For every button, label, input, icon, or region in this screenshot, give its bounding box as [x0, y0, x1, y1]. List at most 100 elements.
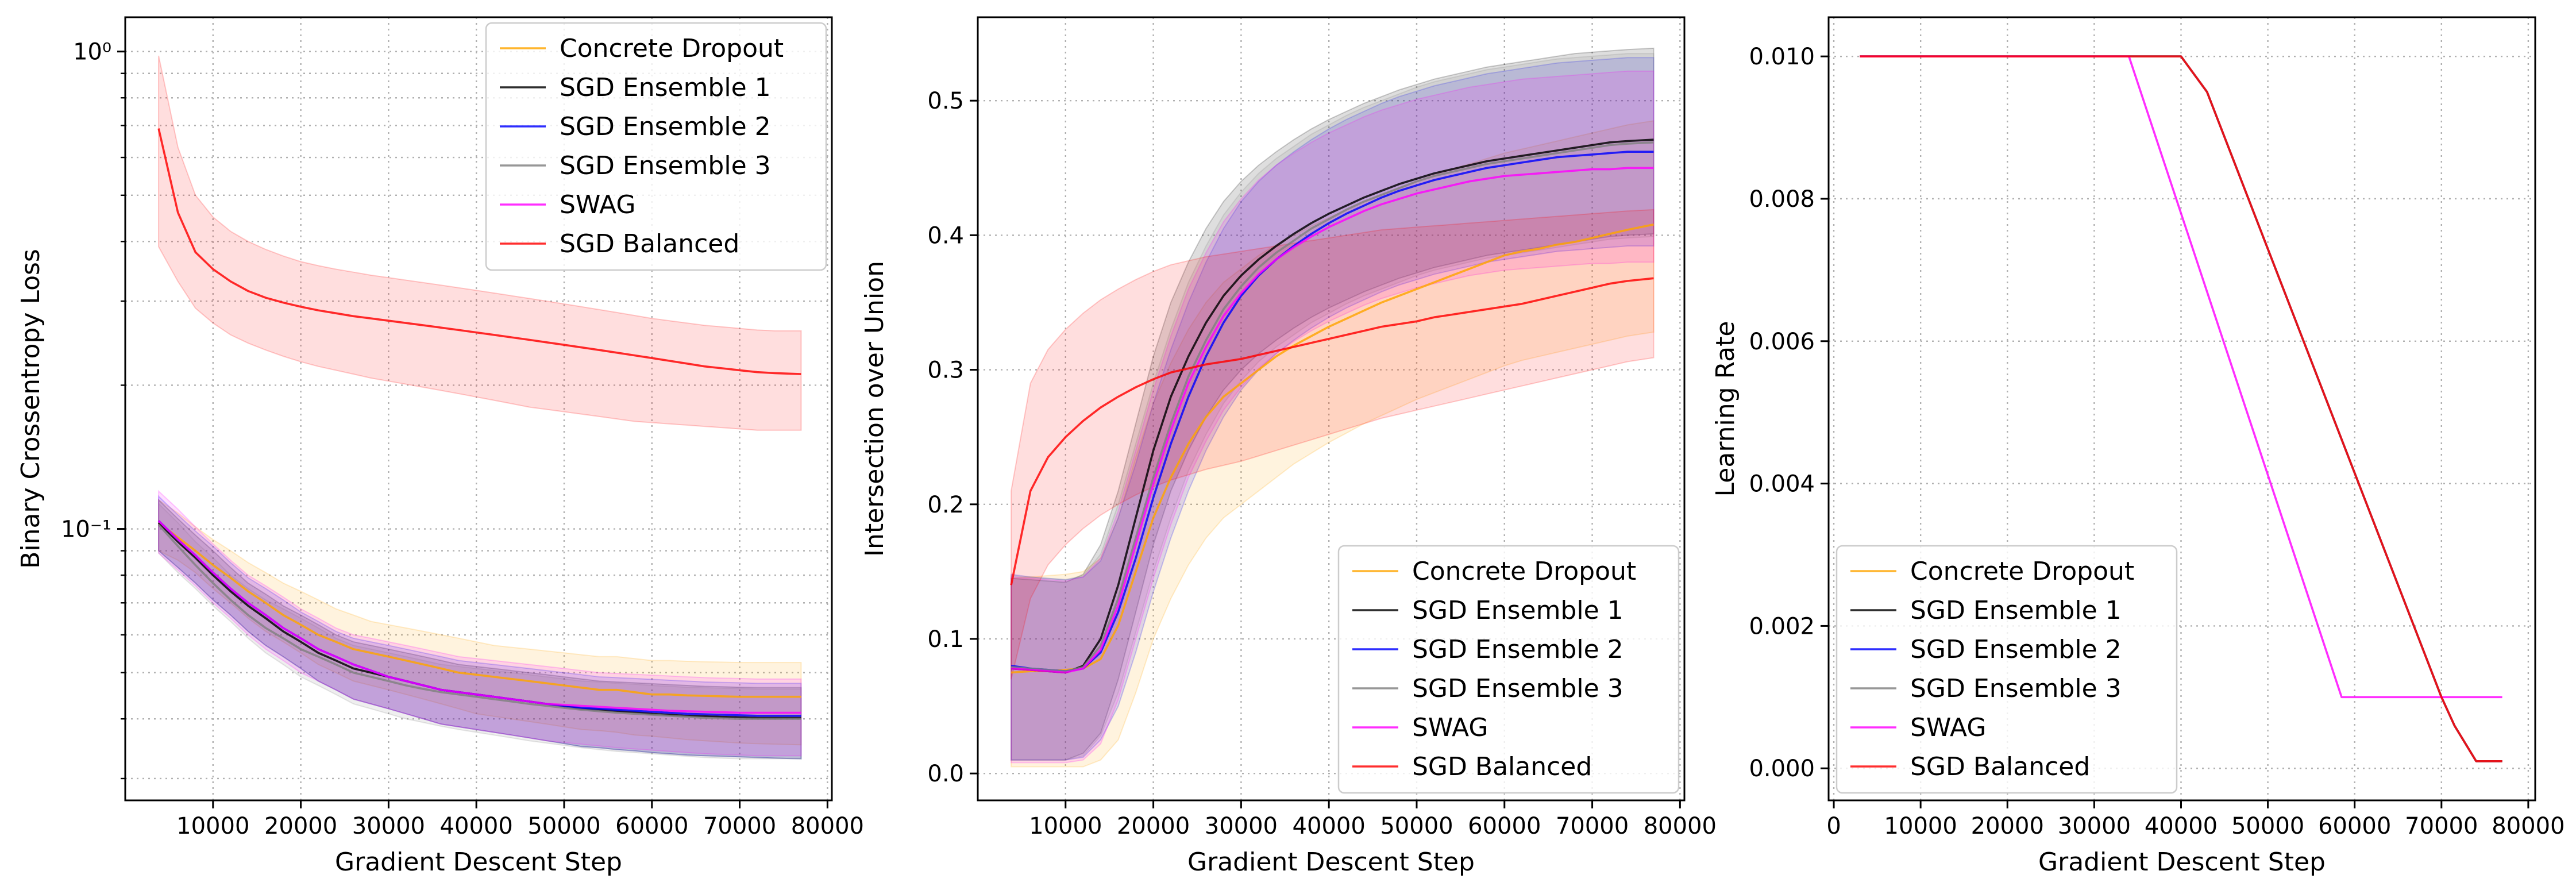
learning-rate-chart-panel: 0 10000 20000 30000 40000 50000 60000 70000 8000…	[1711, 16, 2565, 877]
band-swag	[1011, 70, 1655, 764]
y-tick-label: 0.5	[927, 88, 964, 114]
legend-label-sgd-ensemble-2: SGD Ensemble 2	[1910, 635, 2122, 664]
x-tick-label: 60000	[2318, 813, 2391, 839]
x-tick-label: 50000	[2231, 813, 2304, 839]
axes-frame	[977, 16, 1686, 802]
axes-frame	[1827, 16, 2536, 802]
legend-label-sgd-balanced: SGD Balanced	[1910, 752, 2090, 781]
x-tick-label: 40000	[2145, 813, 2218, 839]
series-line-swag	[157, 520, 801, 714]
x-tick-label: 60000	[1468, 813, 1541, 839]
y-axis-title: Learning Rate	[1711, 321, 1740, 497]
x-tick-label: 20000	[264, 813, 337, 839]
legend-label-concrete-dropout: Concrete Dropout	[1910, 557, 2134, 586]
band-swag	[158, 490, 802, 757]
iou-chart-panel: 10000 20000 30000 40000 50000 60000 70000 80000…	[860, 16, 1717, 877]
legend-label-sgd-ensemble-1: SGD Ensemble 1	[560, 73, 771, 102]
band-sgd-ensemble-1	[158, 498, 802, 760]
x-axis-title: Gradient Descent Step	[1187, 847, 1475, 877]
grid	[978, 17, 1684, 800]
x-tick-label: 30000	[2058, 813, 2131, 839]
x-tick-label: 10000	[1029, 813, 1102, 839]
series-line-sgd-balanced	[1860, 55, 2502, 762]
x-tick-label: 10000	[176, 813, 249, 839]
band-sgd-balanced	[1011, 209, 1655, 680]
legend: Concrete Dropout SGD Ensemble 1 SGD Ensemb…	[485, 22, 827, 271]
y-tick-label: 0.010	[1749, 44, 1815, 70]
legend-box	[485, 22, 827, 271]
legend-label-sgd-balanced: SGD Balanced	[560, 229, 739, 259]
x-tick-label: 30000	[352, 813, 425, 839]
y-tick-label: 0.002	[1749, 613, 1815, 639]
band-concrete-dropout	[1011, 120, 1655, 768]
legend-label-sgd-ensemble-2: SGD Ensemble 2	[1412, 635, 1624, 664]
y-tick-label: 0.1	[927, 626, 964, 653]
legend-label-concrete-dropout: Concrete Dropout	[560, 34, 784, 63]
legend-label-swag: SWAG	[1412, 713, 1488, 742]
y-tick-label: 0.4	[927, 222, 964, 249]
x-tick-label: 10000	[1884, 813, 1957, 839]
y-tick-label: 0.008	[1749, 186, 1815, 213]
series-line-sgd-ensemble-3	[157, 524, 801, 720]
x-tick-label: 70000	[1556, 813, 1629, 839]
legend-label-sgd-ensemble-1: SGD Ensemble 1	[1412, 596, 1624, 625]
legend-label-swag: SWAG	[560, 190, 635, 219]
x-tick-label: 0	[1826, 813, 1841, 839]
x-tick-label: 80000	[2492, 813, 2565, 839]
legend-label-swag: SWAG	[1910, 713, 1986, 742]
legend-label-sgd-ensemble-1: SGD Ensemble 1	[1910, 596, 2122, 625]
x-tick-label: 40000	[440, 813, 513, 839]
y-axis-title: Intersection over Union	[860, 261, 889, 557]
series-line-swag	[1011, 167, 1654, 674]
series-line-concrete-dropout	[1011, 223, 1654, 674]
x-axis-title: Gradient Descent Step	[2038, 847, 2326, 877]
plot-area	[157, 55, 802, 760]
series-line-sgd-balanced	[157, 128, 801, 375]
series-line-sgd-balanced	[1010, 277, 1654, 585]
x-tick-label: 70000	[2405, 813, 2478, 839]
legend-label-sgd-ensemble-2: SGD Ensemble 2	[560, 112, 771, 141]
series-line-sgd-ensemble-2	[1011, 151, 1654, 672]
legend-label-concrete-dropout: Concrete Dropout	[1412, 557, 1636, 586]
series-line-sgd-ensemble-1	[1011, 138, 1654, 674]
plot-area	[1010, 47, 1655, 768]
band-sgd-ensemble-1	[1011, 47, 1655, 761]
loss-chart-panel: 10000 20000 30000 40000 50000 60000 70000 80000…	[16, 16, 864, 877]
band-sgd-ensemble-2	[1011, 57, 1655, 761]
grid	[1829, 17, 2535, 800]
grid	[125, 17, 832, 800]
band-sgd-balanced	[158, 55, 802, 431]
legend: Concrete Dropout SGD Ensemble 1 SGD Ensemb…	[1835, 545, 2178, 794]
series-line-concrete-dropout	[158, 522, 801, 698]
legend-label-sgd-balanced: SGD Balanced	[1412, 752, 1592, 781]
band-sgd-ensemble-3	[158, 502, 802, 760]
legend-label-sgd-ensemble-3: SGD Ensemble 3	[560, 151, 771, 180]
y-tick-label: 10⁻¹	[61, 517, 111, 543]
legend-box	[1835, 545, 2178, 794]
legend: Concrete Dropout SGD Ensemble 1 SGD Ensemb…	[1337, 545, 1680, 794]
x-axis-title: Gradient Descent Step	[335, 847, 622, 877]
x-tick-label: 70000	[703, 813, 776, 839]
y-tick-label: 0.0	[927, 761, 964, 787]
x-tick-label: 60000	[615, 813, 688, 839]
x-tick-label: 50000	[1380, 813, 1453, 839]
series-line-sgd-ensemble-3	[1011, 141, 1654, 672]
x-tick-label: 20000	[1117, 813, 1190, 839]
legend-label-sgd-ensemble-3: SGD Ensemble 3	[1910, 674, 2122, 703]
x-tick-label: 80000	[1644, 813, 1717, 839]
legend-label-sgd-ensemble-3: SGD Ensemble 3	[1412, 674, 1624, 703]
y-tick-label: 0.2	[927, 492, 964, 518]
y-tick-label: 0.3	[927, 357, 964, 384]
plot-area	[1860, 55, 2502, 762]
legend-box	[1337, 545, 1680, 794]
y-tick-label: 10⁰	[73, 39, 111, 66]
band-sgd-ensemble-3	[1011, 53, 1655, 761]
band-concrete-dropout	[158, 499, 802, 746]
x-tick-label: 30000	[1205, 813, 1278, 839]
x-tick-label: 80000	[791, 813, 864, 839]
x-tick-label: 50000	[527, 813, 600, 839]
x-tick-label: 20000	[1971, 813, 2044, 839]
axes-frame	[124, 16, 833, 802]
y-tick-label: 0.000	[1749, 756, 1815, 782]
